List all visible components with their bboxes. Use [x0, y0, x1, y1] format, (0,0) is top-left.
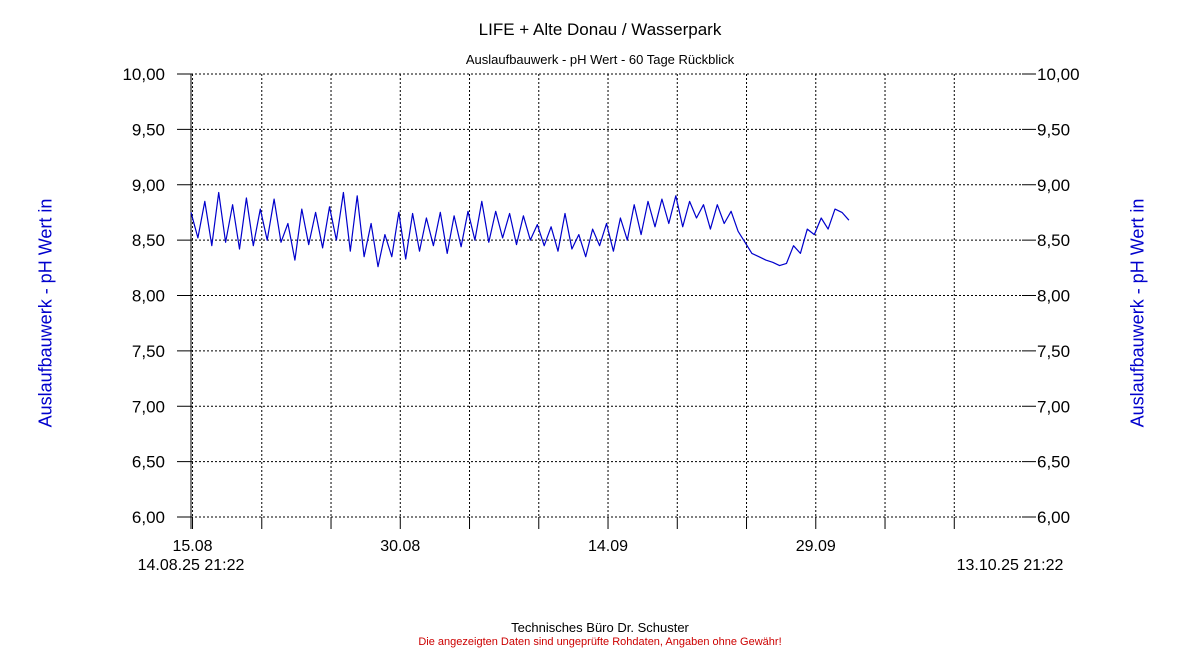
series-line-ph — [190, 191, 850, 268]
x-tick-label: 30.08 — [380, 538, 420, 555]
y-tick-label-left: 7,00 — [132, 397, 165, 416]
footer-company: Technisches Büro Dr. Schuster — [511, 620, 689, 635]
y-tick-label-left: 6,00 — [132, 508, 165, 527]
y-tick-label-right: 9,00 — [1037, 176, 1070, 195]
y-tick-label-left: 6,50 — [132, 453, 165, 472]
y-tick-label-left: 8,00 — [132, 287, 165, 306]
x-tick-label: 29.09 — [796, 538, 836, 555]
y-tick-label-right: 8,50 — [1037, 231, 1070, 250]
y-tick-label-right: 7,00 — [1037, 397, 1070, 416]
series-group — [190, 191, 850, 268]
y-tick-label-left: 7,50 — [132, 342, 165, 361]
footer-disclaimer: Die angezeigten Daten sind ungeprüfte Ro… — [418, 636, 782, 648]
y-tick-label-right: 6,50 — [1037, 453, 1070, 472]
x-end-datetime: 13.10.25 21:22 — [957, 557, 1064, 574]
y-tick-label-right: 7,50 — [1037, 342, 1070, 361]
y-tick-label-right: 9,50 — [1037, 120, 1070, 139]
chart-title: LIFE + Alte Donau / Wasserpark — [478, 20, 722, 39]
y-tick-label-left: 8,50 — [132, 231, 165, 250]
y-tick-label-right: 10,00 — [1037, 65, 1080, 84]
y-tick-label-right: 6,00 — [1037, 508, 1070, 527]
y-tick-label-left: 9,50 — [132, 120, 165, 139]
grid-lines — [191, 73, 1022, 518]
x-tick-label: 15.08 — [173, 538, 213, 555]
x-tick-label: 14.09 — [588, 538, 628, 555]
y-tick-label-left: 10,00 — [122, 65, 165, 84]
chart-subtitle: Auslaufbauwerk - pH Wert - 60 Tage Rückb… — [465, 52, 735, 67]
y-tick-label-left: 9,00 — [132, 176, 165, 195]
y-ticks-right: 6,00 6,50 7,00 7,50 8,00 8,50 9,00 9,50 10,00 — [1022, 65, 1080, 527]
x-start-datetime: 14.08.25 21:22 — [138, 557, 245, 574]
x-ticks: 15.08 30.08 14.09 29.09 14.08.25 21:22 13.10.… — [138, 517, 1064, 574]
y-tick-label-right: 8,00 — [1037, 287, 1070, 306]
y-ticks-left: 6,00 6,50 7,00 7,50 8,00 8,50 9,00 9,50 10,00 — [122, 65, 191, 527]
